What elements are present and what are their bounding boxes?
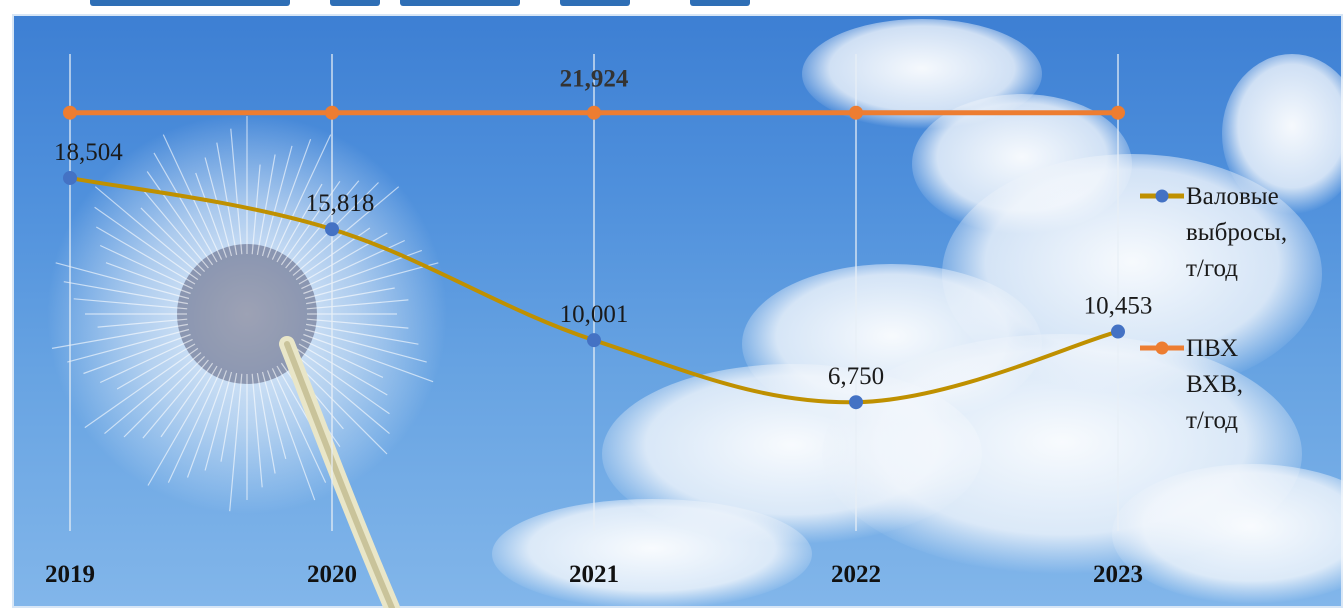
x-tick-label-2022: 2022 xyxy=(831,561,881,588)
legend-item-1: Валовые выбросы, т/год xyxy=(1140,183,1287,282)
legend-item-2: ПВХ ВХВ, т/год xyxy=(1140,335,1243,434)
background-clouds xyxy=(492,19,1343,608)
data-label-series-1-2022: 6,750 xyxy=(828,363,884,390)
x-tick-label-2019: 2019 xyxy=(45,561,95,588)
background-dandelion xyxy=(47,114,447,608)
legend-label-2-line-2: ВХВ, xyxy=(1186,371,1243,398)
series-1-point-2023 xyxy=(1111,324,1125,339)
gridlines xyxy=(69,54,1119,531)
x-tick-label-2021: 2021 xyxy=(569,561,619,588)
legend-label-1-line-3: т/год xyxy=(1186,255,1238,282)
legend-label-2-line-1: ПВХ xyxy=(1186,335,1238,362)
series-2-point-2019 xyxy=(63,105,77,120)
chart-svg: 18,504 15,818 10,001 6,750 10,453 21,924 2019… xyxy=(45,19,1343,608)
data-label-series-1-2019: 18,504 xyxy=(54,139,123,166)
series-2-point-2022 xyxy=(849,105,863,120)
data-labels: 18,504 15,818 10,001 6,750 10,453 21,924 xyxy=(54,66,1152,391)
data-label-series-1-2020: 15,818 xyxy=(306,190,375,217)
legend-swatch-marker-2 xyxy=(1155,341,1169,355)
series-1-point-2020 xyxy=(325,222,339,237)
x-axis-tick-labels: 2019 2020 2021 2022 2023 xyxy=(45,561,1143,588)
legend: Валовые выбросы, т/год ПВХ ВХВ, т/год xyxy=(1140,183,1287,434)
data-label-series-1-2021: 10,001 xyxy=(560,301,629,328)
series-2-point-2020 xyxy=(325,105,339,120)
x-tick-label-2020: 2020 xyxy=(307,561,357,588)
series-1-point-2022 xyxy=(849,395,863,410)
top-strip xyxy=(0,0,1343,14)
series-layer xyxy=(63,105,1125,410)
series-1-point-2019 xyxy=(63,170,77,185)
legend-swatch-marker-1 xyxy=(1155,189,1169,203)
series-2-point-2021 xyxy=(587,105,601,120)
legend-label-1-line-1: Валовые xyxy=(1186,183,1279,210)
legend-label-2-line-3: т/год xyxy=(1186,407,1238,434)
data-label-series-2-2021: 21,924 xyxy=(560,66,629,93)
series-2-point-2023 xyxy=(1111,105,1125,120)
data-label-series-1-2023: 10,453 xyxy=(1084,293,1153,320)
chart-panel: 18,504 15,818 10,001 6,750 10,453 21,924 2019… xyxy=(12,14,1343,608)
series-1-point-2021 xyxy=(587,333,601,348)
legend-label-1-line-2: выбросы, xyxy=(1186,219,1287,246)
x-tick-label-2023: 2023 xyxy=(1093,561,1143,588)
